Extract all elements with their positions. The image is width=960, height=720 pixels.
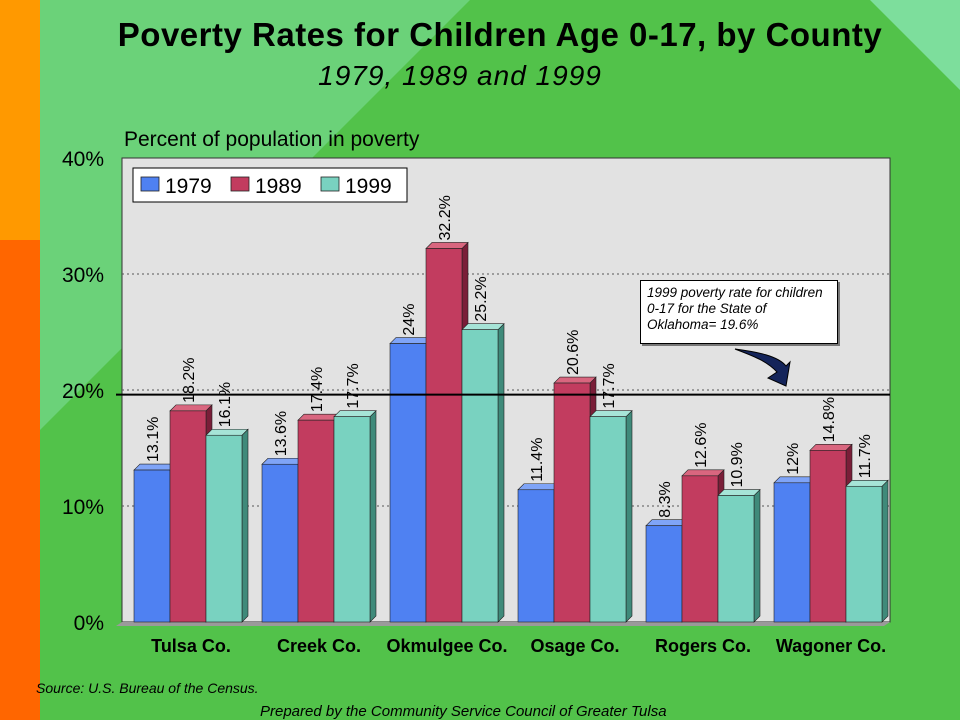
bar-top bbox=[809, 444, 853, 451]
y-axis-label: Percent of population in poverty bbox=[124, 128, 420, 151]
bar bbox=[389, 343, 427, 623]
bar-value-label: 17.7% bbox=[345, 363, 362, 408]
bar-value-labels: 13.1% 18.2% 16.1% 13.6% 17.4% 17.7% 24% 32.2% 25… bbox=[145, 195, 874, 518]
bar-top bbox=[717, 489, 761, 496]
bar bbox=[261, 463, 299, 623]
bar bbox=[333, 416, 371, 623]
bar bbox=[553, 382, 591, 623]
bar-value-label: 32.2% bbox=[437, 195, 454, 240]
bar-top bbox=[553, 376, 597, 384]
bar-value-label: 12% bbox=[785, 443, 802, 475]
bar bbox=[773, 482, 811, 623]
bar-value-label: 13.6% bbox=[273, 411, 290, 456]
bar-value-label: 25.2% bbox=[473, 276, 490, 321]
legend-swatch bbox=[320, 176, 340, 192]
source-note: Source: U.S. Bureau of the Census. bbox=[36, 680, 259, 696]
bar-value-label: 24% bbox=[401, 304, 418, 336]
legend-swatch bbox=[230, 176, 250, 192]
y-tick-label: 0% bbox=[74, 612, 104, 635]
bar bbox=[517, 489, 555, 623]
bar-side bbox=[625, 409, 633, 623]
legend-box bbox=[132, 167, 408, 203]
legend-label: 1999 bbox=[345, 175, 392, 198]
legend-swatch bbox=[140, 176, 160, 192]
x-tick-label: Tulsa Co. bbox=[151, 636, 231, 656]
bar-top bbox=[589, 410, 633, 417]
slide-title: Poverty Rates for Children Age 0-17, by … bbox=[117, 16, 883, 53]
bar-value-label: 8.3% bbox=[657, 481, 674, 517]
bar bbox=[589, 416, 627, 623]
x-tick-label: Okmulgee Co. bbox=[386, 636, 507, 656]
bar-value-label: 17.7% bbox=[601, 363, 618, 408]
y-tick-label: 40% bbox=[62, 148, 104, 171]
bar-value-label: 20.6% bbox=[565, 330, 582, 375]
legend-label: 1979 bbox=[165, 175, 212, 198]
bar bbox=[809, 450, 847, 623]
bar-value-label: 10.9% bbox=[729, 442, 746, 487]
bar bbox=[645, 525, 683, 623]
bar-side bbox=[881, 479, 889, 623]
legend-label: 1989 bbox=[255, 175, 302, 198]
bar-value-label: 18.2% bbox=[181, 358, 198, 403]
bar bbox=[717, 495, 755, 623]
curved-arrow-icon bbox=[734, 348, 791, 387]
bar-series bbox=[133, 241, 889, 623]
x-tick-label: Creek Co. bbox=[277, 636, 361, 656]
y-tick-label: 30% bbox=[62, 264, 104, 287]
chart-legend: 1979 1989 1999 bbox=[132, 167, 408, 203]
bar-side bbox=[369, 409, 377, 623]
bar-top bbox=[681, 469, 725, 477]
y-tick-label: 10% bbox=[62, 496, 104, 519]
bar-value-label: 12.6% bbox=[693, 422, 710, 467]
bar-value-label: 17.4% bbox=[309, 367, 326, 412]
bar-top bbox=[169, 404, 213, 412]
bar bbox=[169, 410, 207, 623]
annotation-arrow bbox=[734, 348, 791, 387]
bar-side bbox=[497, 322, 505, 623]
bar-value-label: 11.4% bbox=[529, 438, 546, 482]
y-axis-ticks: 0% 10% 20% 30% 40% bbox=[62, 148, 104, 635]
bar bbox=[461, 329, 499, 623]
plot-floor bbox=[116, 622, 890, 626]
bar-side bbox=[753, 488, 761, 623]
left-accent-stripe-top bbox=[0, 0, 40, 240]
bar bbox=[681, 475, 719, 623]
corner-triangle-top bbox=[870, 0, 960, 90]
y-tick-label: 20% bbox=[62, 380, 104, 403]
bar-side bbox=[241, 428, 249, 623]
bar-top bbox=[461, 323, 505, 330]
prepared-by-note: Prepared by the Community Service Counci… bbox=[260, 703, 667, 720]
bar bbox=[205, 434, 243, 623]
state-rate-annotation: 1999 poverty rate for children 0-17 for … bbox=[640, 280, 838, 344]
left-accent-stripe-bottom bbox=[0, 240, 40, 720]
x-axis-category-labels: Tulsa Co. Creek Co. Okmulgee Co. Osage Co. R… bbox=[151, 636, 886, 656]
bar-top bbox=[133, 463, 177, 471]
bar-value-label: 11.7% bbox=[857, 434, 874, 478]
bar bbox=[845, 485, 883, 623]
bar bbox=[133, 469, 171, 623]
bar-top bbox=[333, 410, 377, 417]
x-tick-label: Rogers Co. bbox=[655, 636, 751, 656]
bar bbox=[297, 419, 335, 623]
bar-top bbox=[205, 428, 249, 436]
gridlines bbox=[122, 273, 890, 507]
slide-subtitle: 1979, 1989 and 1999 bbox=[318, 60, 602, 91]
bar bbox=[425, 248, 463, 623]
x-tick-label: Wagoner Co. bbox=[776, 636, 886, 656]
bar-top bbox=[845, 479, 889, 487]
bar-top bbox=[425, 242, 469, 249]
bar-value-label: 16.1% bbox=[217, 382, 234, 427]
x-tick-label: Osage Co. bbox=[530, 636, 619, 656]
bar-value-label: 14.8% bbox=[821, 397, 838, 442]
bar-value-label: 13.1% bbox=[145, 417, 162, 462]
